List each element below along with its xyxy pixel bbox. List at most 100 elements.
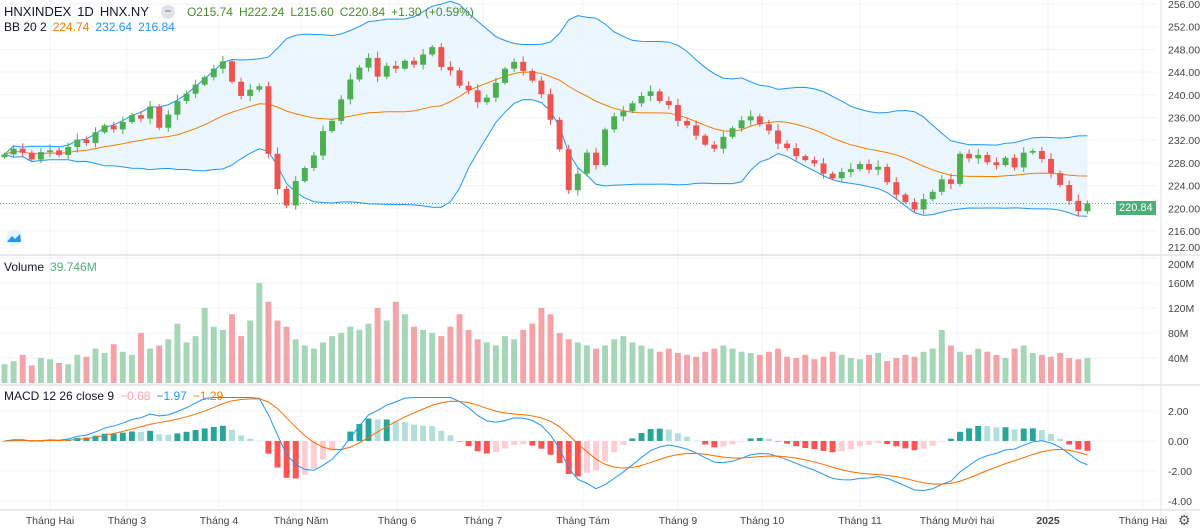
macd-histogram-bar — [929, 441, 936, 446]
volume-bar — [101, 353, 108, 383]
macd-histogram-bar — [820, 441, 827, 452]
macd-signal-line — [4, 398, 1088, 485]
candle-body — [411, 60, 417, 65]
volume-bar — [893, 358, 900, 383]
candle-body — [920, 199, 927, 210]
macd-label: MACD 12 26 close 9 — [4, 389, 115, 403]
price-axis-label: 244.00 — [1168, 67, 1200, 79]
macd-histogram-bar — [229, 429, 235, 441]
macd-histogram-bar — [201, 428, 208, 441]
volume-bar — [547, 314, 554, 383]
volume-bar — [875, 353, 882, 383]
volume-bar — [647, 348, 654, 383]
volume-bar — [247, 320, 254, 383]
macd-histogram-bar — [811, 441, 818, 450]
bb-legend[interactable]: BB 20 2 224.74 232.64 216.84 — [4, 20, 175, 34]
volume-axis-label: 80M — [1168, 328, 1188, 340]
volume-bar — [401, 314, 408, 383]
candle-body — [574, 173, 581, 191]
candle-body — [429, 47, 436, 55]
candle-body — [483, 97, 490, 103]
volume-bar — [19, 354, 26, 383]
high-value: H222.24 — [238, 4, 285, 19]
macd-histogram-bar — [684, 436, 690, 441]
volume-bar — [957, 351, 963, 383]
volume-bar — [1038, 354, 1045, 383]
macd-histogram-bar — [1066, 441, 1073, 445]
candle-body — [356, 67, 363, 80]
macd-histogram-bar — [765, 438, 772, 441]
volume-bar — [292, 339, 299, 383]
candle-body — [37, 152, 44, 160]
candle-body — [966, 153, 973, 159]
candle-body — [201, 77, 208, 85]
candle-body — [156, 106, 163, 128]
volume-bar — [28, 365, 35, 383]
volume-bar — [256, 283, 263, 383]
macd-histogram-bar — [147, 430, 154, 441]
volume-bar — [947, 345, 954, 383]
collapse-legend-icon[interactable]: − — [160, 4, 175, 19]
macd-histogram-bar — [56, 440, 63, 442]
symbol-name: HNXINDEX — [4, 4, 72, 19]
macd-histogram-bar — [465, 441, 472, 447]
settings-gear-icon[interactable]: ⚙ — [1178, 512, 1191, 528]
macd-histogram-bar — [474, 441, 481, 452]
candle-body — [638, 95, 645, 104]
candle-body — [283, 189, 290, 206]
macd-histogram-bar — [957, 431, 963, 441]
volume-bar — [884, 361, 891, 383]
candle-body — [1057, 173, 1064, 186]
macd-histogram-bar — [401, 422, 408, 441]
candle-body — [338, 99, 345, 121]
candle-body — [993, 162, 1000, 166]
candle-body — [602, 129, 609, 166]
volume-bar — [492, 345, 499, 383]
candle-body — [1029, 150, 1036, 153]
volume-bar — [174, 323, 181, 383]
macd-histogram-bar — [447, 435, 454, 441]
macd-histogram-bar — [502, 441, 508, 449]
volume-legend[interactable]: Volume 39.746M — [4, 260, 97, 274]
volume-axis-label: 200M — [1168, 259, 1194, 271]
volume-bar — [638, 345, 645, 383]
volume-bar — [301, 345, 308, 383]
volume-bar — [729, 348, 736, 383]
volume-bar — [829, 351, 836, 383]
volume-bar — [138, 333, 144, 383]
candle-body — [720, 136, 727, 149]
tradingview-logo-icon[interactable] — [4, 230, 24, 246]
volume-bar — [620, 336, 627, 383]
macd-histogram-bar — [392, 421, 399, 441]
symbol-legend: HNXINDEX 1D HNX.NY − O215.74 H222.24 L21… — [4, 4, 474, 19]
candle-body — [28, 152, 35, 160]
macd-histogram-bar — [775, 441, 781, 442]
change-value: +1.30 (+0.59%) — [391, 4, 474, 19]
interval[interactable]: 1D — [77, 4, 94, 19]
candle-body — [474, 90, 481, 103]
macd-histogram-bar — [793, 441, 800, 447]
macd-histogram-bar — [520, 441, 527, 445]
volume-bar — [347, 326, 354, 383]
macd-histogram-bar — [283, 441, 290, 478]
candle-body — [65, 147, 72, 155]
macd-histogram-bar — [1038, 430, 1045, 441]
candle-body — [1, 154, 8, 158]
volume-bar — [775, 348, 781, 383]
macd-histogram-bar — [1048, 434, 1054, 441]
candle-body — [838, 171, 845, 179]
volume-bar — [711, 348, 718, 383]
volume-bar — [47, 359, 53, 383]
volume-bar — [602, 345, 609, 383]
candle-body — [256, 86, 263, 90]
macd-histogram-bar — [638, 433, 645, 441]
macd-legend[interactable]: MACD 12 26 close 9 −0.68 −1.97 −1.29 — [4, 389, 223, 403]
volume-bar — [338, 333, 345, 383]
candle-body — [684, 120, 690, 126]
volume-bar — [856, 359, 863, 383]
volume-bar — [593, 348, 599, 383]
candle-body — [174, 101, 181, 115]
volume-bar — [520, 329, 527, 383]
macd-histogram-bar — [165, 434, 172, 441]
